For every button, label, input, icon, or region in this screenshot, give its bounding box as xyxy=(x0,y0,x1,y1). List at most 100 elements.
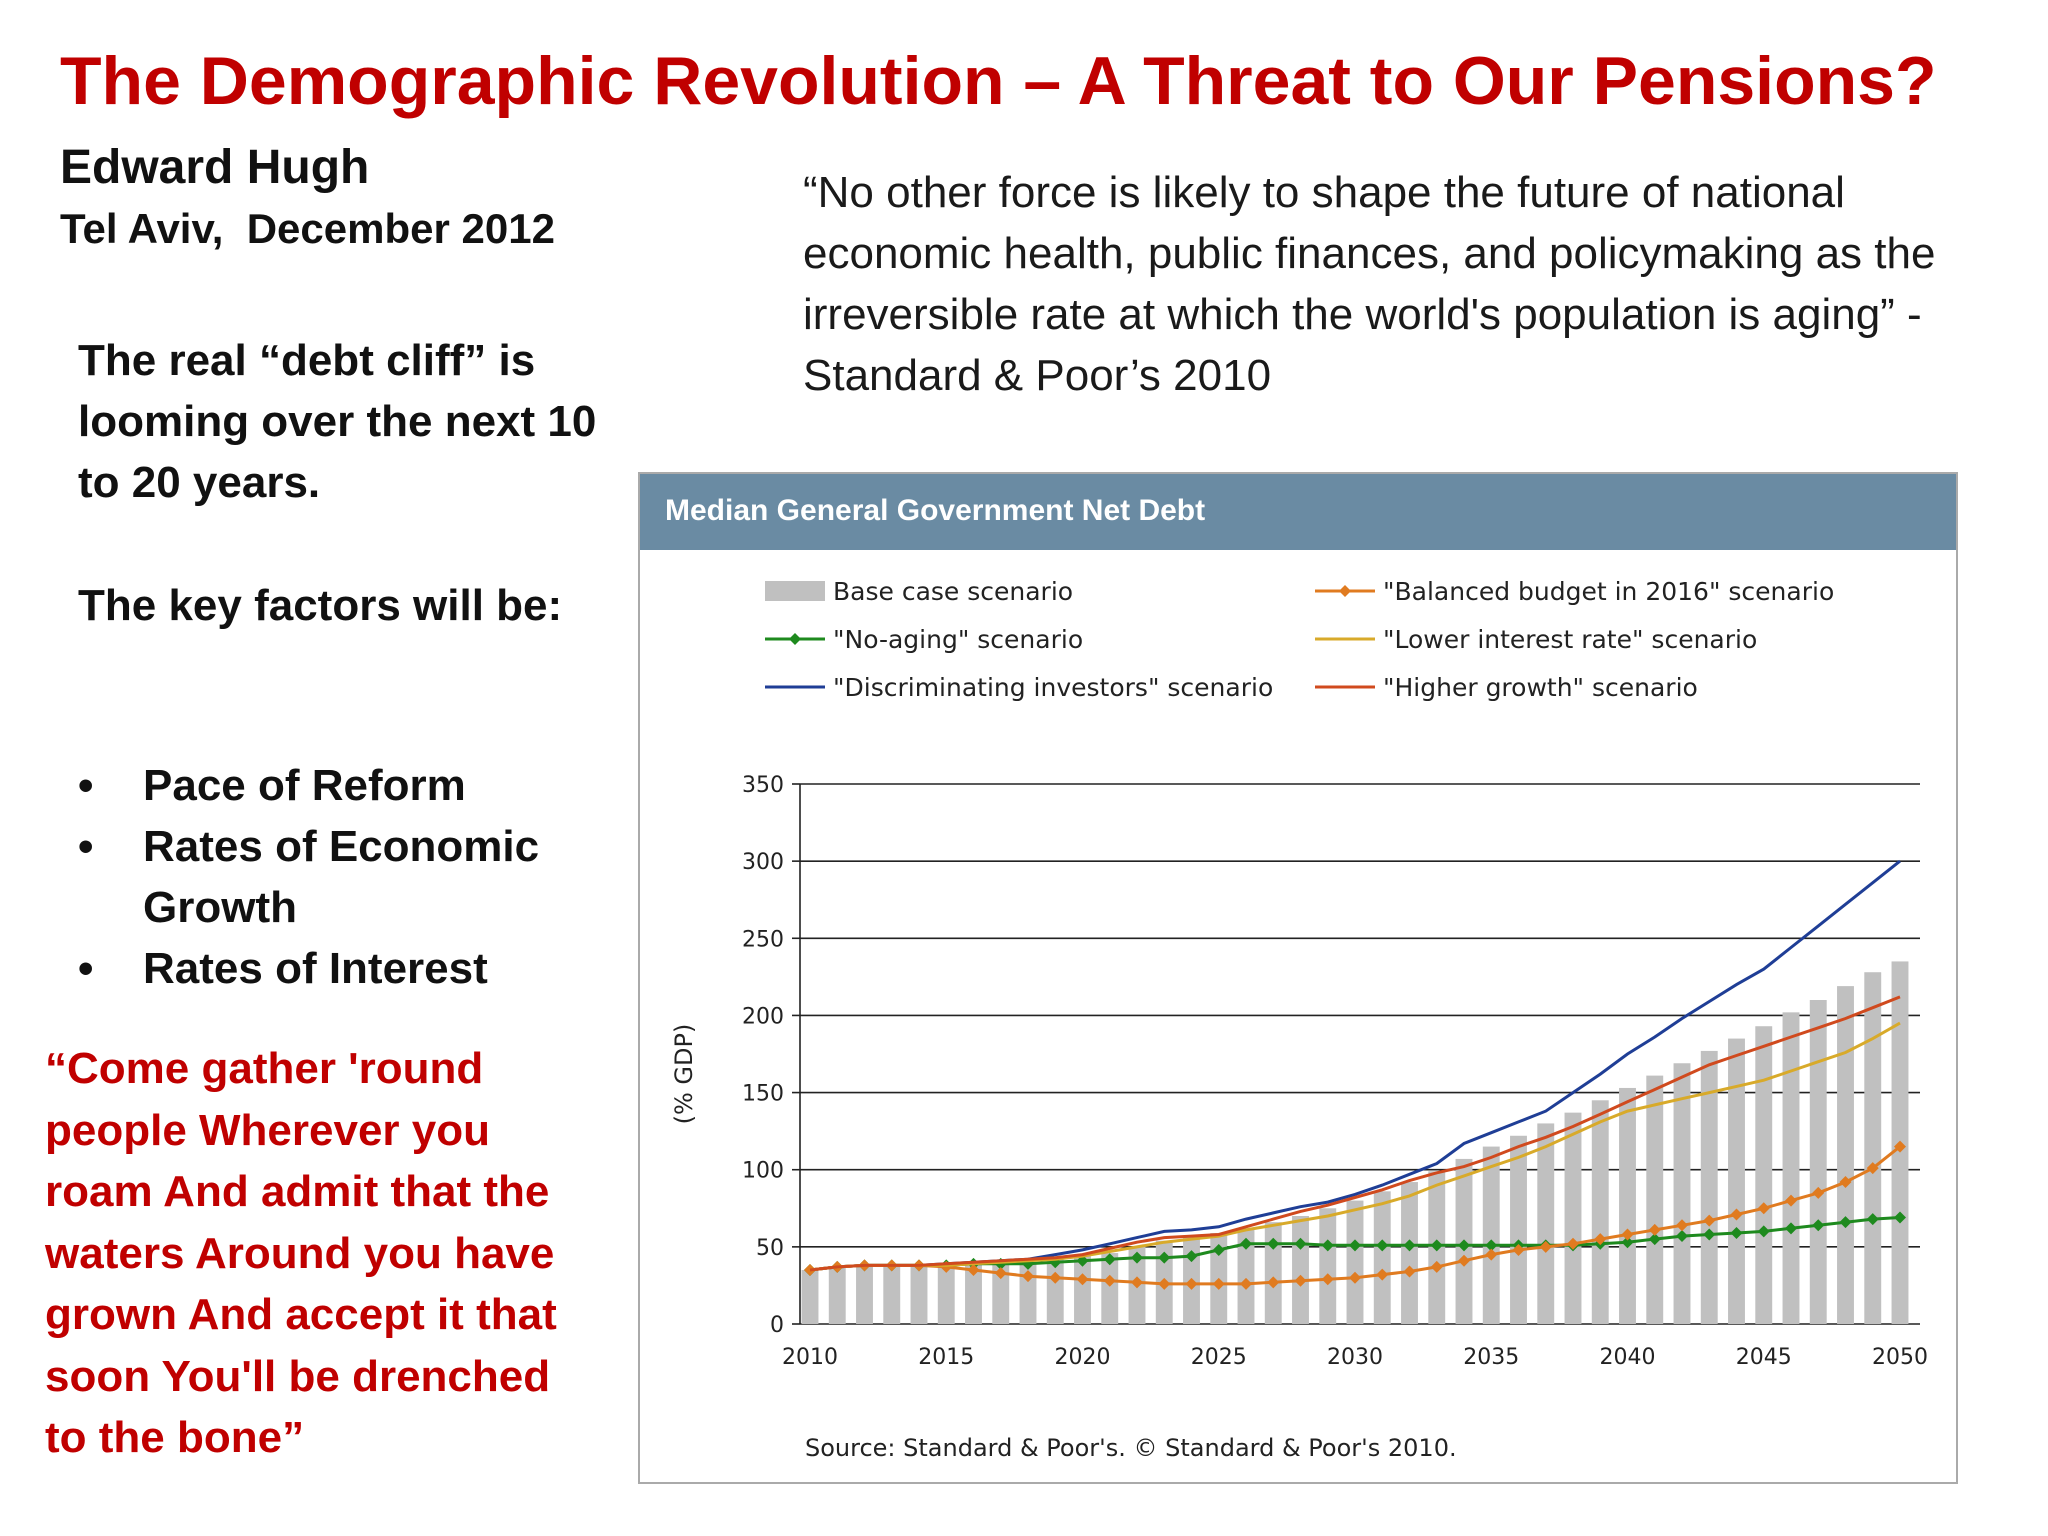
series-marker-0 xyxy=(1648,1233,1661,1246)
series-marker-0 xyxy=(1349,1239,1361,1252)
series-marker-0 xyxy=(1730,1226,1743,1239)
series-marker-2 xyxy=(1785,1194,1797,1207)
series-marker-2 xyxy=(1839,1176,1852,1189)
series-marker-0 xyxy=(1131,1251,1143,1264)
series-marker-0 xyxy=(1894,1211,1906,1224)
chart-panel: Median General Government Net Debt 0 50 10… xyxy=(638,472,1958,1484)
author-name: Edward Hugh xyxy=(60,141,370,194)
series-marker-2 xyxy=(1076,1273,1089,1286)
y-tick-label: 150 xyxy=(742,1082,784,1107)
series-marker-2 xyxy=(1512,1243,1525,1256)
series-marker-2 xyxy=(1185,1277,1198,1290)
lyric-quote: “Come gather 'round people Wherever you … xyxy=(45,1044,557,1462)
series-marker-0 xyxy=(1376,1239,1389,1252)
bar-base-case xyxy=(1074,1256,1091,1324)
bar-base-case xyxy=(1319,1208,1337,1324)
debt-chart: 0 50 100 150 200 250 300 350 (% GDP) 2010 2015 2020… xyxy=(670,577,1928,1370)
bar-base-case xyxy=(1292,1216,1309,1324)
factor-item: • Pace of Reform xyxy=(78,755,598,816)
x-tick-label: 2030 xyxy=(1327,1345,1383,1370)
series-marker-2 xyxy=(1730,1208,1743,1221)
y-tick-label: 200 xyxy=(742,1004,784,1029)
series-marker-2 xyxy=(1703,1214,1716,1227)
series-marker-2 xyxy=(1458,1254,1470,1267)
series-marker-0 xyxy=(1703,1228,1716,1241)
series-marker-0 xyxy=(1185,1250,1198,1263)
series-marker-2 xyxy=(1894,1140,1906,1153)
series-marker-2 xyxy=(967,1264,980,1276)
bar-base-case xyxy=(1646,1075,1664,1324)
y-tick-label: 300 xyxy=(742,850,784,875)
bar-base-case xyxy=(937,1265,955,1324)
x-tick-label: 2040 xyxy=(1600,1345,1656,1370)
bar-base-case xyxy=(1782,1012,1800,1324)
legend-label: "Discriminating investors" scenario xyxy=(833,673,1273,702)
series-marker-2 xyxy=(1648,1223,1661,1236)
series-marker-0 xyxy=(1158,1251,1171,1264)
series-marker-0 xyxy=(1458,1239,1470,1252)
sp-quote: “No other force is likely to shape the f… xyxy=(803,168,1936,400)
series-marker-2 xyxy=(1049,1271,1062,1284)
factor-label: Rates of Economic Growth xyxy=(143,822,540,932)
factor-label: Rates of Interest xyxy=(143,944,488,993)
chart-title: Median General Government Net Debt xyxy=(665,494,1206,527)
bar-base-case xyxy=(856,1265,873,1324)
bar-base-case xyxy=(965,1263,982,1324)
series-marker-2 xyxy=(994,1267,1007,1280)
series-marker-2 xyxy=(1430,1260,1443,1273)
x-tick-label: 2045 xyxy=(1736,1345,1792,1370)
bar-base-case xyxy=(1619,1087,1636,1324)
series-marker-0 xyxy=(1049,1256,1062,1269)
bar-base-case xyxy=(1510,1135,1527,1324)
place-date: Tel Aviv, December 2012 xyxy=(60,205,555,252)
series-line-4 xyxy=(809,995,1901,1272)
bar-base-case xyxy=(1264,1222,1282,1324)
series-marker-0 xyxy=(1676,1230,1688,1243)
bar-base-case xyxy=(1537,1123,1555,1324)
bullet-icon: • xyxy=(78,822,94,871)
series-marker-2 xyxy=(1376,1268,1389,1281)
legend-label: Base case scenario xyxy=(833,577,1073,606)
bar-base-case xyxy=(801,1270,819,1324)
legend-label: "No-aging" scenario xyxy=(833,625,1083,654)
legend-label: "Balanced budget in 2016" scenario xyxy=(1383,577,1834,606)
series-marker-0 xyxy=(1103,1253,1116,1266)
bar-base-case xyxy=(1373,1191,1391,1324)
series-marker-2 xyxy=(1212,1277,1225,1290)
factor-item: • Rates of Interest xyxy=(78,938,598,999)
x-tick-label: 2010 xyxy=(782,1345,838,1370)
series-marker-2 xyxy=(1621,1228,1634,1241)
debt-cliff-text: The real “debt cliff” is looming over th… xyxy=(78,336,597,507)
y-tick-label: 50 xyxy=(756,1236,784,1261)
bar-base-case xyxy=(1809,1000,1827,1324)
series-marker-2 xyxy=(1321,1273,1334,1286)
bar-base-case xyxy=(1346,1200,1364,1324)
series-marker-0 xyxy=(1240,1237,1252,1250)
series-marker-0 xyxy=(1785,1222,1797,1235)
series-marker-2 xyxy=(1757,1202,1770,1215)
series-marker-2 xyxy=(1294,1274,1307,1287)
series-marker-2 xyxy=(1349,1271,1361,1284)
bar-base-case xyxy=(1755,1026,1773,1324)
series-marker-0 xyxy=(1757,1225,1770,1238)
legend-label: "Higher growth" scenario xyxy=(1383,673,1698,702)
legend-marker xyxy=(789,633,801,645)
bar-base-case xyxy=(992,1262,1010,1324)
bar-base-case xyxy=(1837,986,1854,1324)
bar-base-case xyxy=(1046,1259,1064,1324)
bar-base-case xyxy=(1591,1100,1609,1324)
x-tick-label: 2020 xyxy=(1055,1345,1111,1370)
legend-swatch xyxy=(765,581,825,601)
bar-base-case xyxy=(1673,1063,1691,1324)
series-marker-2 xyxy=(1131,1276,1143,1289)
bar-base-case xyxy=(1728,1038,1745,1324)
series-marker-0 xyxy=(1812,1219,1825,1232)
series-marker-0 xyxy=(1403,1239,1416,1252)
series-marker-2 xyxy=(1594,1233,1607,1246)
bar-base-case xyxy=(1564,1112,1582,1324)
y-tick-label: 100 xyxy=(742,1159,784,1184)
series-marker-2 xyxy=(1866,1162,1879,1175)
y-axis-label: (% GDP) xyxy=(670,1024,698,1125)
x-tick-label: 2035 xyxy=(1463,1345,1519,1370)
series-marker-0 xyxy=(1485,1239,1498,1252)
